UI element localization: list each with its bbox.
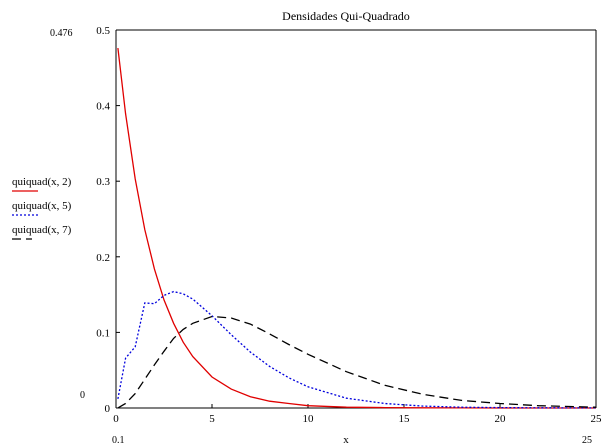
y-tick-label: 0	[105, 403, 111, 415]
y-max-annotation: 0.476	[50, 28, 73, 39]
x-tick-label: 10	[303, 413, 315, 425]
x-axis-ticks: 0 5 10 15 20 25	[113, 404, 602, 425]
y-tick-label: 0.2	[96, 252, 110, 264]
legend-label-series-1: quiquad(x, 2)	[12, 176, 72, 188]
y-tick-label: 0.3	[96, 176, 110, 188]
legend: quiquad(x, 2) quiquad(x, 5) quiquad(x, 7…	[12, 176, 72, 240]
series-line-2	[117, 290, 597, 409]
series-layer	[117, 48, 597, 409]
plot-frame	[115, 29, 597, 409]
x-tick-label: 0	[113, 413, 119, 425]
x-min-annotation: 0.1	[112, 435, 125, 446]
x-tick-label: 20	[495, 413, 507, 425]
x-max-annotation: 25	[582, 435, 592, 446]
series-line-1	[117, 48, 596, 409]
legend-label-series-3: quiquad(x, 7)	[12, 224, 72, 236]
y-tick-label: 0.5	[96, 25, 110, 37]
y-tick-label: 0.4	[96, 101, 110, 113]
legend-label-series-2: quiquad(x, 5)	[12, 200, 72, 212]
x-tick-label: 15	[399, 413, 411, 425]
series-line-3	[117, 315, 597, 409]
x-axis-label: x	[343, 434, 349, 446]
y-tick-label: 0.1	[96, 327, 110, 339]
y-min-annotation: 0	[80, 390, 85, 401]
chart-title: Densidades Qui-Quadrado	[282, 9, 410, 23]
x-tick-label: 25	[591, 413, 603, 425]
x-tick-label: 5	[209, 413, 215, 425]
